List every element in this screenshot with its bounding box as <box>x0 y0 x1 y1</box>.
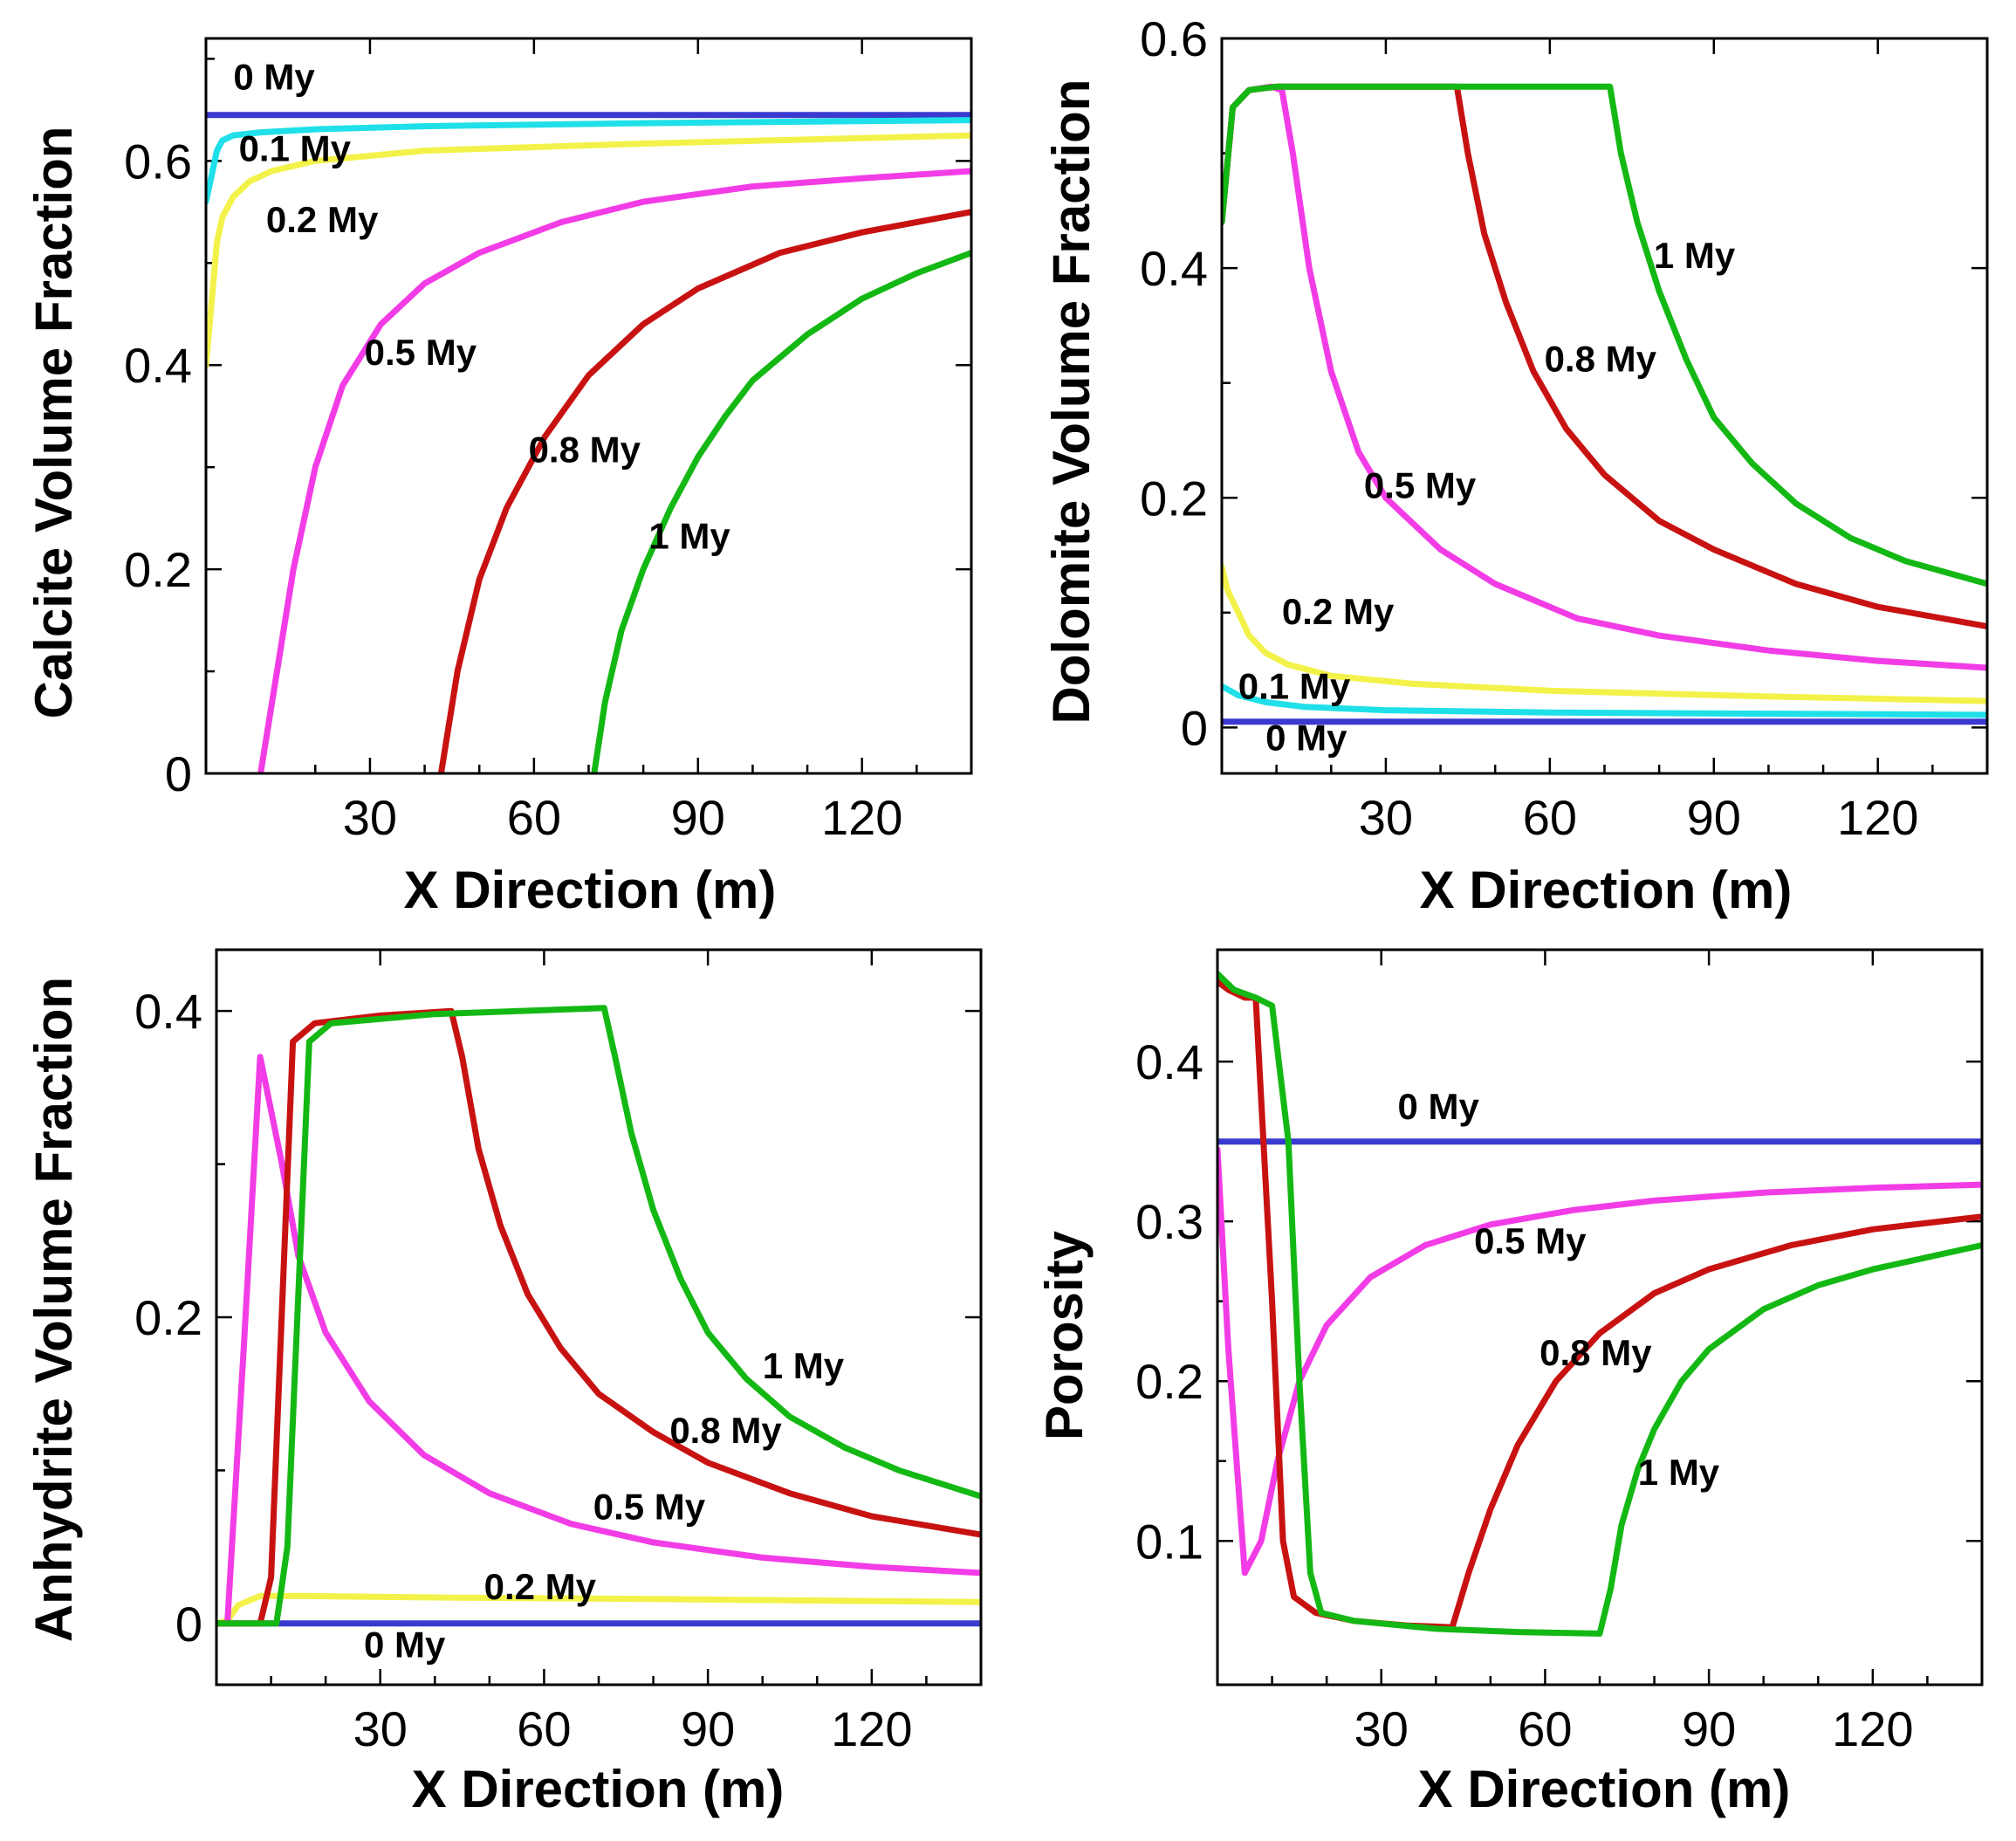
dolomite-series-label: 0.8 My <box>1545 339 1657 380</box>
anhydrite-series-line-0-2-my <box>216 1592 981 1627</box>
dolomite-y-axis-title: Dolomite Volume Fraction <box>1042 79 1101 725</box>
porosity-series-label: 0 My <box>1397 1086 1479 1127</box>
anhydrite-y-tick-label: 0 <box>175 1597 202 1652</box>
dolomite-x-tick-label: 30 <box>1359 790 1413 845</box>
anhydrite-series-line-0-8-my <box>216 1007 981 1627</box>
dolomite-x-tick-label: 90 <box>1687 790 1741 845</box>
calcite-y-tick-label: 0.4 <box>124 338 192 393</box>
anhydrite-series-line-1-my <box>216 1005 981 1627</box>
dolomite-y-tick-label: 0.2 <box>1140 471 1208 526</box>
dolomite-series-label: 0 My <box>1265 718 1347 759</box>
calcite-x-tick-label: 120 <box>821 790 902 845</box>
anhydrite-series-line-0-5-my <box>216 1054 981 1627</box>
dolomite-y-tick-label: 0.4 <box>1140 241 1208 296</box>
anhydrite-panel: X Direction (m) Anhydrite Volume Fractio… <box>24 948 983 1818</box>
calcite-y-axis-title: Calcite Volume Fraction <box>24 126 83 718</box>
anhydrite-series-label: 0.5 My <box>593 1487 706 1528</box>
calcite-x-tick-label: 90 <box>671 790 725 845</box>
dolomite-series-label: 0.2 My <box>1282 591 1395 632</box>
calcite-series-label: 0.8 My <box>529 429 641 470</box>
dolomite-series-line-0-1-my <box>1222 683 1987 718</box>
porosity-plot-frame <box>1216 948 1984 1686</box>
porosity-x-axis-title: X Direction (m) <box>1418 1760 1791 1818</box>
dolomite-x-tick-label: 120 <box>1837 790 1918 845</box>
porosity-y-tick-label: 0.3 <box>1135 1194 1203 1249</box>
dolomite-y-tick-label: 0.6 <box>1140 11 1208 66</box>
porosity-series-line-0-8-my <box>1217 979 1982 1631</box>
anhydrite-plot-frame <box>215 948 983 1686</box>
dolomite-series-line-0-2-my <box>1222 563 1987 704</box>
calcite-y-tick-label: 0.6 <box>124 134 192 189</box>
porosity-panel: X Direction (m) Porosity 30 60 90 120 0.1 0.2… <box>1035 948 1984 1818</box>
anhydrite-y-tick-label: 0.4 <box>134 984 202 1039</box>
dolomite-panel: X Direction (m) Dolomite Volume Fraction… <box>1042 11 1989 919</box>
calcite-series-line-0-5-my <box>257 168 971 773</box>
dolomite-series-label: 0.1 My <box>1238 665 1351 706</box>
calcite-series-line-1-my <box>591 250 971 773</box>
porosity-series-line-1-my <box>1217 971 1982 1637</box>
calcite-y-tick-label: 0 <box>165 746 192 801</box>
anhydrite-x-tick-label: 90 <box>681 1701 735 1756</box>
dolomite-x-axis-title: X Direction (m) <box>1420 861 1793 919</box>
anhydrite-y-axis-title: Anhydrite Volume Fraction <box>24 977 83 1642</box>
calcite-series-label: 1 My <box>648 516 730 557</box>
porosity-x-tick-label: 90 <box>1682 1701 1736 1756</box>
anhydrite-series-label: 0.8 My <box>669 1410 782 1451</box>
calcite-x-tick-label: 30 <box>343 790 397 845</box>
dolomite-y-tick-label: 0 <box>1181 700 1208 755</box>
porosity-x-tick-label: 30 <box>1354 1701 1409 1756</box>
calcite-series-label: 0.1 My <box>239 127 352 168</box>
porosity-x-tick-label: 120 <box>1832 1701 1913 1756</box>
anhydrite-x-axis-title: X Direction (m) <box>412 1760 785 1818</box>
calcite-x-tick-label: 60 <box>507 790 561 845</box>
dolomite-x-tick-label: 60 <box>1523 790 1577 845</box>
porosity-y-tick-label: 0.4 <box>1135 1034 1203 1089</box>
porosity-y-axis-title: Porosity <box>1035 1230 1094 1440</box>
porosity-series-label: 0.8 My <box>1539 1332 1652 1373</box>
calcite-series-label: 0.5 My <box>365 332 477 373</box>
porosity-series-label: 1 My <box>1638 1452 1720 1493</box>
calcite-series-label: 0.2 My <box>266 199 379 240</box>
calcite-series-line-0-2-my <box>206 132 971 368</box>
anhydrite-x-tick-label: 60 <box>517 1701 571 1756</box>
anhydrite-y-tick-label: 0.2 <box>134 1290 202 1345</box>
anhydrite-x-tick-label: 120 <box>831 1701 912 1756</box>
dolomite-series-label: 0.5 My <box>1364 464 1477 505</box>
calcite-plot-frame <box>204 37 973 775</box>
calcite-panel: X Direction (m) Calcite Volume Fraction … <box>24 37 973 919</box>
anhydrite-series-label: 0.2 My <box>484 1566 597 1607</box>
porosity-series-line-0-5-my <box>1217 1146 1982 1577</box>
anhydrite-x-tick-label: 30 <box>353 1701 408 1756</box>
porosity-y-tick-label: 0.2 <box>1135 1354 1203 1409</box>
calcite-series-line-0-1-my <box>206 117 971 205</box>
porosity-x-tick-label: 60 <box>1518 1701 1572 1756</box>
anhydrite-series-label: 0 My <box>364 1624 446 1665</box>
anhydrite-series-label: 1 My <box>763 1345 845 1386</box>
dolomite-series-line-1-my <box>1222 83 1987 587</box>
calcite-series-line-0-8-my <box>437 209 971 773</box>
dolomite-series-label: 1 My <box>1654 235 1736 276</box>
porosity-series-label: 0.5 My <box>1474 1220 1587 1261</box>
calcite-x-axis-title: X Direction (m) <box>404 861 777 919</box>
porosity-y-tick-label: 0.1 <box>1135 1514 1203 1569</box>
calcite-y-tick-label: 0.2 <box>124 542 192 597</box>
calcite-series-label: 0 My <box>233 56 315 97</box>
dolomite-plot-frame <box>1220 37 1989 775</box>
